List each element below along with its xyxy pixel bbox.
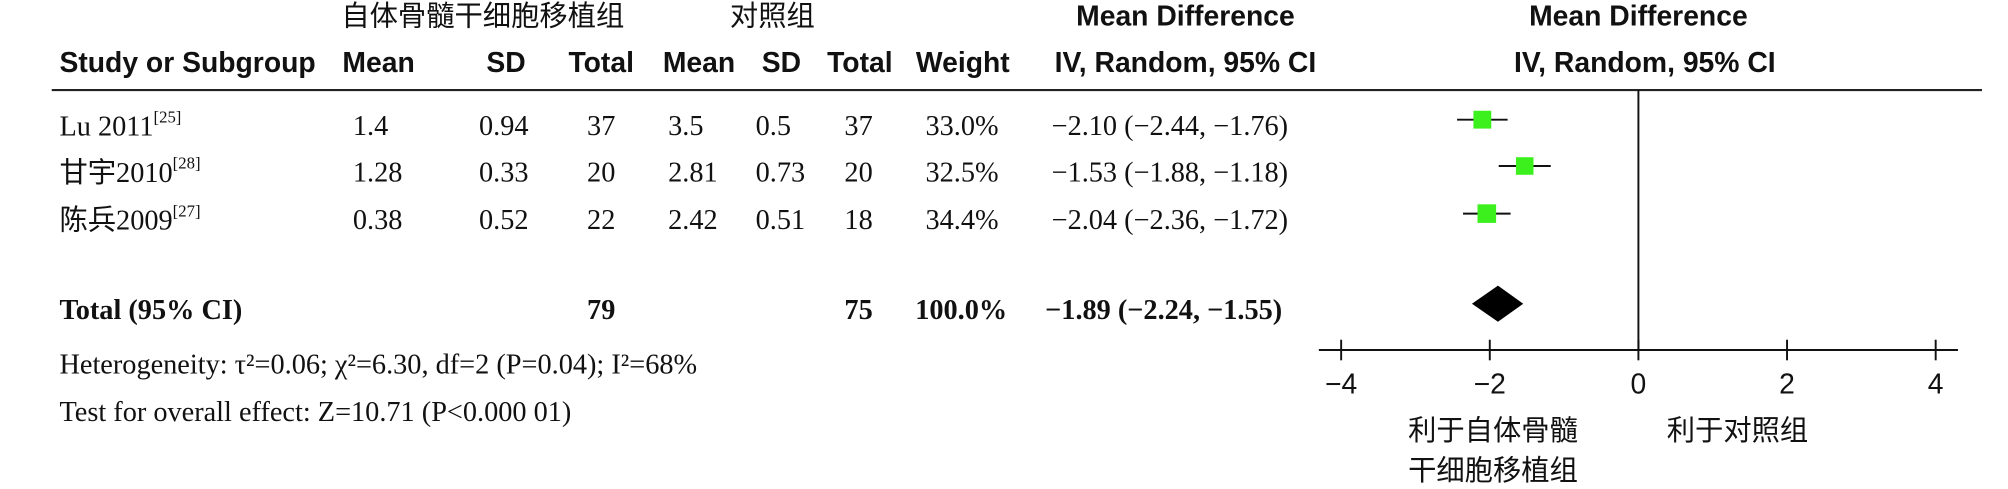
group-header: 自体骨髓干细胞移植组 <box>341 0 624 32</box>
cell: −1.89 (−2.24, −1.55) <box>1045 295 1282 326</box>
cell: 3.5 <box>668 111 703 142</box>
column-header: Weight <box>916 46 1010 78</box>
cell: 0.38 <box>353 205 403 236</box>
summary-diamond <box>1471 285 1524 322</box>
x-tick-label: 2 <box>1779 368 1795 400</box>
study-name: 甘宇2010[28] <box>59 154 200 189</box>
cell: 0.33 <box>479 158 529 189</box>
x-tick-label: −2 <box>1474 368 1506 400</box>
column-header: Mean <box>342 46 414 78</box>
study-name: Lu 2011[25] <box>59 107 181 142</box>
x-tick-label: −4 <box>1325 368 1357 400</box>
study-ref: [25] <box>154 107 182 126</box>
cell: 20 <box>844 158 872 189</box>
study-label: 陈兵2009 <box>59 204 172 236</box>
cell: 18 <box>844 205 872 236</box>
group-header: Mean Difference <box>1529 0 1748 32</box>
overall-effect: Test for overall effect: Z=10.71 (P<0.00… <box>59 397 571 428</box>
cell: 37 <box>844 111 872 142</box>
favours-left: 干细胞移植组 <box>1408 454 1578 486</box>
column-header: Study or Subgroup <box>59 46 315 78</box>
cell: 0.94 <box>479 111 529 142</box>
effect-marker <box>1477 204 1497 223</box>
cell: 0.73 <box>756 158 806 189</box>
cell: 100.0% <box>915 295 1007 326</box>
cell: −2.10 (−2.44, −1.76) <box>1052 111 1289 142</box>
heterogeneity: Heterogeneity: τ²=0.06; χ²=6.30, df=2 (P… <box>59 349 697 380</box>
cell: 0.5 <box>756 111 791 142</box>
cell: 20 <box>587 158 615 189</box>
cell: 34.4% <box>926 205 999 236</box>
x-tick-label: 4 <box>1928 368 1944 400</box>
cell: 75 <box>844 295 872 326</box>
study-label: Lu 2011 <box>59 111 153 142</box>
column-header: IV, Random, 95% CI <box>1055 46 1317 78</box>
cell: −1.53 (−1.88, −1.18) <box>1052 158 1289 189</box>
group-header: 对照组 <box>730 0 815 32</box>
effect-marker <box>1473 110 1492 129</box>
column-header: Total <box>827 46 892 78</box>
cell: 33.0% <box>926 111 999 142</box>
cell: 0.51 <box>756 205 806 236</box>
study-ref: [28] <box>173 154 201 173</box>
effect-marker <box>1515 157 1534 175</box>
group-header: Mean Difference <box>1076 0 1295 32</box>
x-tick-label: 0 <box>1631 368 1647 400</box>
favours-right: 利于对照组 <box>1667 414 1809 446</box>
cell: −2.04 (−2.36, −1.72) <box>1052 205 1289 236</box>
study-ref: [27] <box>173 201 201 220</box>
cell: 37 <box>587 111 615 142</box>
column-header: SD <box>486 46 525 78</box>
column-header: Total <box>568 46 634 78</box>
cell: 2.81 <box>668 158 718 189</box>
cell: 0.52 <box>479 205 529 236</box>
cell: 22 <box>587 205 615 236</box>
total-label: Total (95% CI) <box>59 295 242 326</box>
cell: 2.42 <box>668 205 718 236</box>
study-label: 甘宇2010 <box>59 157 172 189</box>
favours-left: 利于自体骨髓 <box>1408 414 1578 446</box>
cell: 32.5% <box>926 158 999 189</box>
study-name: 陈兵2009[27] <box>59 201 200 236</box>
column-header: SD <box>762 46 801 78</box>
cell: 1.4 <box>353 111 388 142</box>
cell: 1.28 <box>353 158 403 189</box>
column-header: Mean <box>663 46 735 78</box>
cell: 79 <box>587 295 615 326</box>
column-header: IV, Random, 95% CI <box>1514 46 1776 78</box>
